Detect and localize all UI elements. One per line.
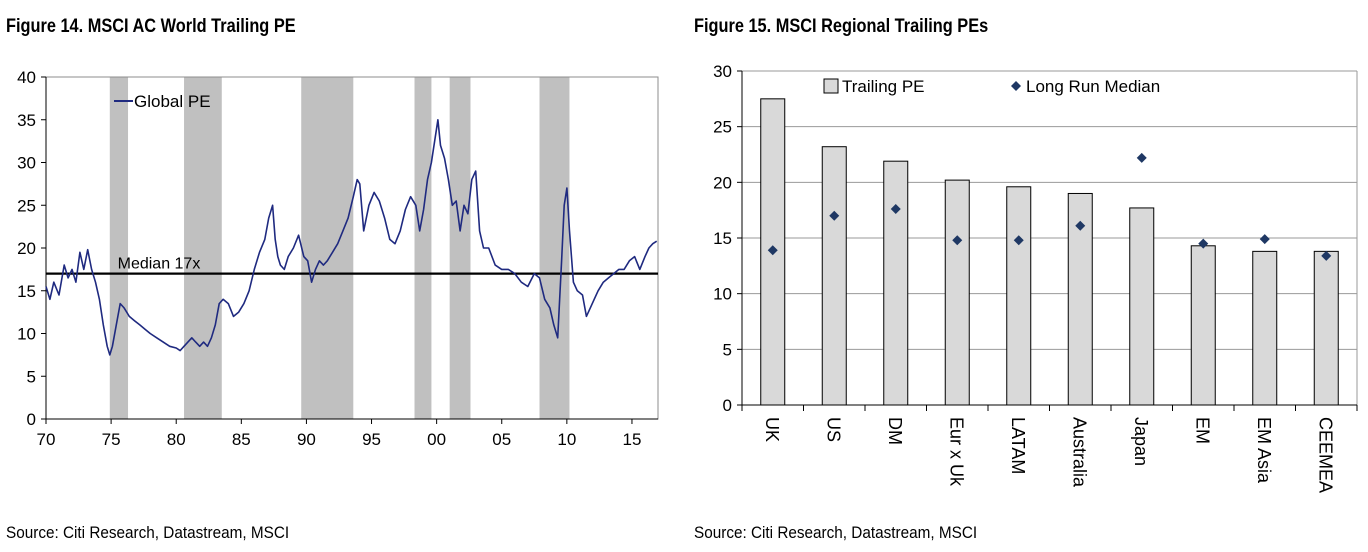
marker-long-run-median — [890, 204, 901, 215]
y-tick-label: 0 — [27, 410, 36, 429]
bar-trailing-pe — [1006, 186, 1032, 406]
y-tick-label: 10 — [713, 285, 732, 304]
marker-long-run-median — [952, 235, 963, 246]
category-label: CEEMEA — [1315, 417, 1335, 493]
category-label: EM — [1192, 417, 1212, 444]
bar-trailing-pe — [883, 160, 909, 406]
y-tick-label: 20 — [713, 173, 732, 192]
x-tick-label: 95 — [362, 430, 381, 449]
legend-global-pe: Global PE — [134, 92, 211, 111]
y-tick-label: 25 — [17, 196, 36, 215]
bar-trailing-pe — [1129, 207, 1155, 406]
marker-long-run-median — [1136, 152, 1147, 163]
recession-band — [301, 77, 354, 419]
bar-trailing-pe — [1252, 250, 1278, 406]
category-label: UK — [762, 417, 782, 442]
legend-long-run-median: Long Run Median — [1026, 77, 1160, 96]
y-tick-label: 5 — [27, 367, 36, 386]
bar-trailing-pe — [1190, 245, 1216, 406]
y-tick-label: 20 — [17, 239, 36, 258]
x-tick-label: 80 — [167, 430, 186, 449]
y-tick-label: 25 — [713, 118, 732, 137]
y-tick-label: 35 — [17, 111, 36, 130]
y-tick-label: 40 — [17, 68, 36, 87]
legend-bar-swatch — [823, 78, 839, 94]
marker-long-run-median — [767, 245, 778, 256]
category-label: Japan — [1131, 417, 1151, 466]
category-label: Australia — [1069, 417, 1089, 488]
figure-15-title: Figure 15. MSCI Regional Trailing PEs — [694, 16, 989, 37]
y-tick-label: 0 — [723, 396, 732, 415]
figure-15-source: Source: Citi Research, Datastream, MSCI — [694, 523, 978, 542]
median-label: Median 17x — [118, 256, 201, 273]
bar-trailing-pe — [1313, 250, 1339, 406]
legend-marker-swatch — [1011, 81, 1021, 91]
x-tick-label: 05 — [492, 430, 511, 449]
marker-long-run-median — [1259, 234, 1270, 245]
y-tick-label: 5 — [723, 340, 732, 359]
x-tick-label: 70 — [37, 430, 56, 449]
x-tick-label: 85 — [232, 430, 251, 449]
bar-trailing-pe — [821, 146, 847, 406]
category-label: DM — [885, 417, 905, 445]
y-tick-label: 15 — [17, 282, 36, 301]
figure-14-title: Figure 14. MSCI AC World Trailing PE — [6, 16, 296, 37]
marker-long-run-median — [1198, 238, 1209, 249]
recession-band — [539, 77, 570, 419]
x-tick-label: 15 — [622, 430, 641, 449]
recession-band — [449, 77, 471, 419]
category-label: Eur x Uk — [946, 417, 966, 487]
y-tick-label: 10 — [17, 325, 36, 344]
figure-14-source: Source: Citi Research, Datastream, MSCI — [6, 523, 290, 542]
marker-long-run-median — [829, 210, 840, 221]
y-tick-label: 30 — [713, 62, 732, 81]
recession-band — [414, 77, 432, 419]
marker-long-run-median — [1075, 220, 1086, 231]
marker-long-run-median — [1013, 235, 1024, 246]
category-label: LATAM — [1008, 417, 1028, 474]
x-tick-label: 10 — [557, 430, 576, 449]
category-label: EM Asia — [1254, 417, 1274, 484]
bar-trailing-pe — [944, 179, 970, 406]
legend-trailing-pe: Trailing PE — [842, 77, 925, 96]
global-pe-line — [45, 119, 658, 356]
category-label: US — [823, 417, 843, 442]
x-tick-label: 75 — [102, 430, 121, 449]
recession-band — [184, 77, 222, 419]
x-tick-label: 90 — [297, 430, 316, 449]
y-tick-label: 15 — [713, 229, 732, 248]
y-tick-label: 30 — [17, 154, 36, 173]
marker-long-run-median — [1321, 250, 1332, 261]
x-tick-label: 00 — [427, 430, 446, 449]
